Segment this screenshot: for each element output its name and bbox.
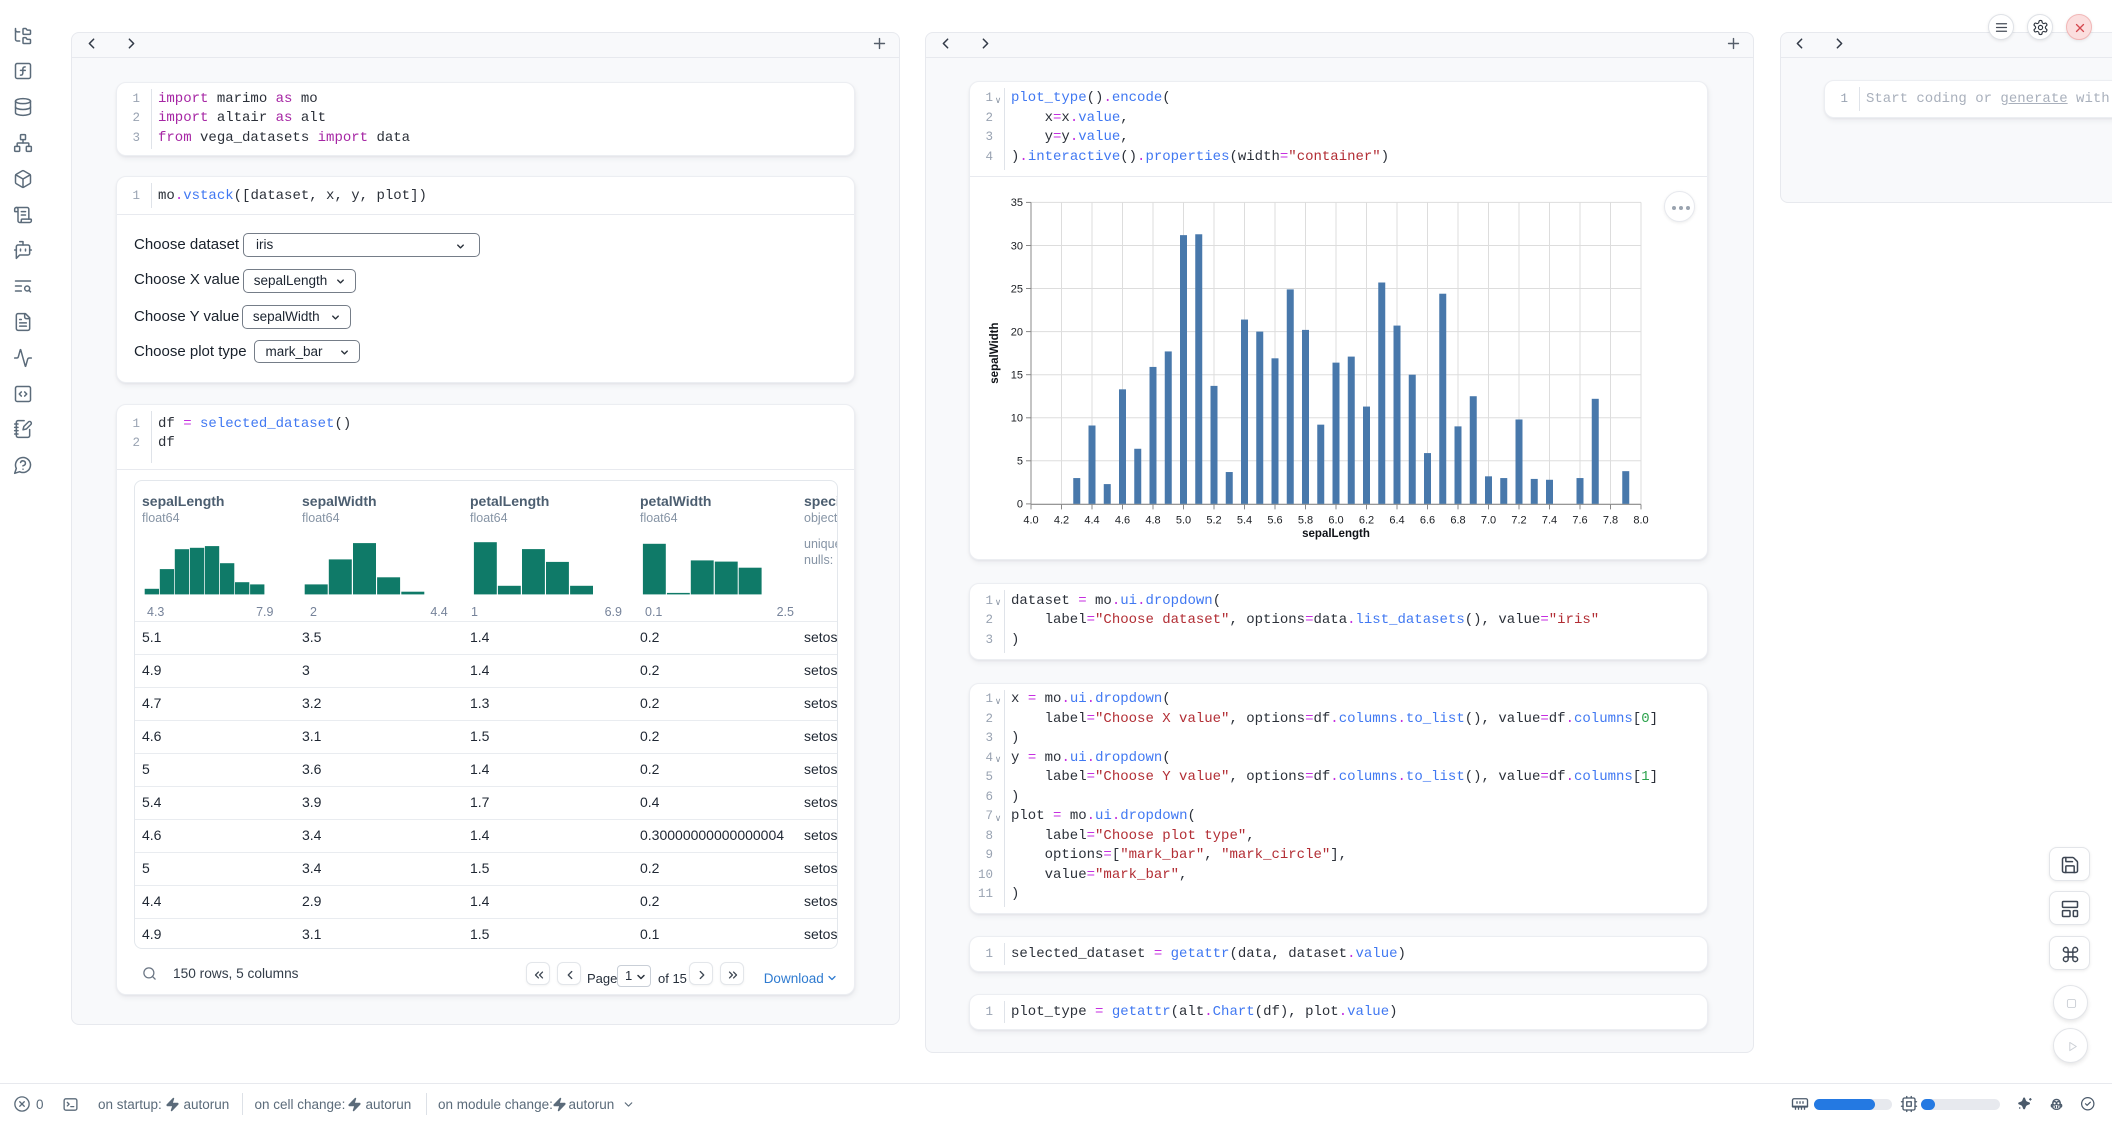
svg-text:5.0: 5.0 [1176, 514, 1191, 526]
svg-text:5: 5 [1017, 456, 1023, 468]
svg-text:20: 20 [1011, 326, 1023, 338]
svg-text:4.8: 4.8 [1145, 514, 1160, 526]
svg-text:8.0: 8.0 [1633, 514, 1648, 526]
svg-text:sepalWidth: sepalWidth [989, 322, 1001, 383]
svg-text:10: 10 [1011, 413, 1023, 425]
svg-text:7.8: 7.8 [1603, 514, 1618, 526]
svg-text:7.4: 7.4 [1542, 514, 1557, 526]
svg-text:7.6: 7.6 [1572, 514, 1587, 526]
svg-text:5.6: 5.6 [1267, 514, 1282, 526]
svg-text:6.2: 6.2 [1359, 514, 1374, 526]
svg-text:35: 35 [1011, 197, 1023, 209]
svg-text:7.2: 7.2 [1511, 514, 1526, 526]
svg-text:7.0: 7.0 [1481, 514, 1496, 526]
svg-text:5.2: 5.2 [1206, 514, 1221, 526]
svg-text:25: 25 [1011, 283, 1023, 295]
svg-text:0: 0 [1017, 499, 1023, 511]
svg-text:6.8: 6.8 [1450, 514, 1465, 526]
svg-text:4.6: 4.6 [1115, 514, 1130, 526]
svg-text:6.0: 6.0 [1328, 514, 1343, 526]
svg-text:4.2: 4.2 [1054, 514, 1069, 526]
svg-text:sepalLength: sepalLength [1302, 528, 1370, 540]
svg-text:4.4: 4.4 [1084, 514, 1099, 526]
svg-text:6.6: 6.6 [1420, 514, 1435, 526]
svg-text:5.4: 5.4 [1237, 514, 1252, 526]
svg-text:5.8: 5.8 [1298, 514, 1313, 526]
svg-text:4.0: 4.0 [1023, 514, 1038, 526]
svg-text:6.4: 6.4 [1389, 514, 1404, 526]
svg-text:30: 30 [1011, 240, 1023, 252]
svg-text:15: 15 [1011, 370, 1023, 382]
